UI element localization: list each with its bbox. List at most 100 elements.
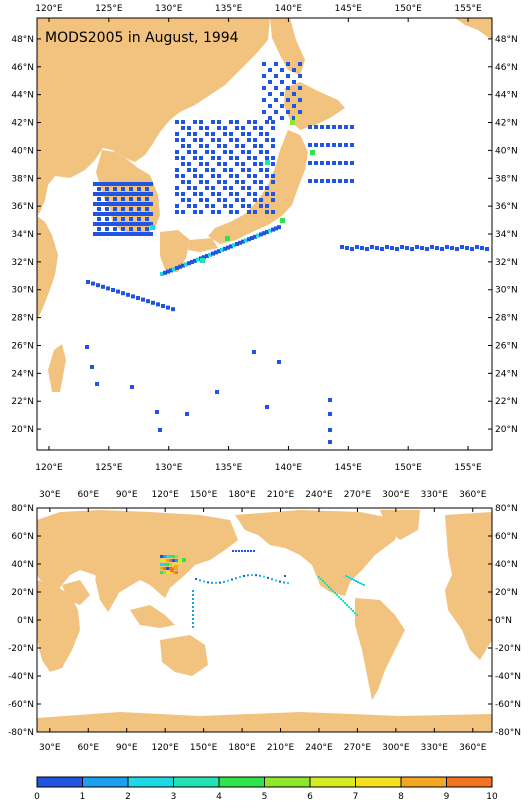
observation-cell	[353, 579, 355, 581]
observation-cell	[229, 138, 233, 142]
observation-cell	[241, 144, 245, 148]
observation-cell	[137, 207, 141, 211]
lat-label-left: -80°N	[8, 728, 34, 738]
observation-cell	[109, 232, 113, 236]
observation-cell	[247, 237, 251, 242]
observation-cell	[268, 228, 272, 233]
observation-cell	[214, 250, 218, 255]
observation-cell	[380, 247, 384, 251]
observation-cell	[262, 74, 266, 78]
lat-label-left: 46°N	[11, 63, 34, 73]
observation-cell	[169, 268, 173, 273]
observation-cell	[205, 204, 209, 208]
observation-cell	[271, 174, 275, 178]
lon-label-bottom: 210°E	[267, 743, 295, 753]
lat-label-right: 30°N	[495, 286, 518, 296]
observation-cell	[136, 296, 140, 300]
observation-cell	[121, 182, 125, 186]
observation-cell	[279, 580, 281, 583]
observation-cell	[375, 246, 379, 250]
observation-cell	[166, 563, 169, 566]
observation-cell	[223, 150, 227, 154]
australia	[160, 635, 208, 676]
observation-cell	[106, 286, 110, 291]
colorbar-label: 7	[353, 792, 359, 802]
observation-cell	[286, 98, 290, 102]
observation-cell	[455, 247, 459, 251]
observation-cell	[211, 581, 213, 584]
colorbar-segment	[355, 777, 401, 787]
colorbar-label: 1	[80, 792, 86, 802]
observation-cell	[247, 138, 251, 142]
observation-cell	[192, 626, 194, 628]
observation-cell	[182, 558, 186, 562]
observation-cell	[347, 576, 349, 578]
observation-cell	[332, 179, 336, 183]
observation-cell	[160, 563, 163, 566]
observation-cell	[229, 120, 233, 124]
observation-cell	[121, 217, 125, 221]
observation-cell	[169, 555, 172, 558]
lat-label-left: 20°N	[11, 425, 34, 435]
observation-cell	[259, 126, 263, 130]
observation-cell	[320, 161, 324, 165]
observation-cell	[211, 186, 215, 190]
observation-cell	[252, 350, 256, 354]
observation-cell	[280, 104, 284, 108]
observation-cell	[178, 560, 182, 564]
observation-cell	[199, 144, 203, 148]
observation-cell	[125, 192, 129, 196]
observation-cell	[265, 230, 269, 234]
observation-cell	[344, 161, 348, 165]
observation-cell	[350, 125, 354, 129]
observation-cell	[334, 592, 336, 594]
lat-label-left: 38°N	[11, 174, 34, 184]
observation-cell	[235, 156, 239, 160]
observation-cell	[262, 86, 266, 90]
observation-cell	[199, 162, 203, 166]
observation-cell	[97, 212, 101, 216]
kamchatka	[455, 18, 492, 40]
observation-cell	[133, 182, 137, 186]
observation-cell	[129, 222, 133, 226]
colorbar-label: 2	[125, 792, 131, 802]
observation-cell	[235, 198, 239, 202]
observation-cell	[298, 98, 302, 102]
observation-cell	[475, 245, 479, 249]
observation-cell	[113, 197, 117, 201]
observation-cell	[338, 125, 342, 129]
observation-cell	[145, 197, 149, 201]
observation-cell	[129, 227, 133, 231]
observation-cell	[420, 246, 424, 250]
observation-cell	[91, 281, 95, 286]
observation-cell	[175, 120, 179, 124]
observation-cell	[244, 238, 248, 243]
observation-cell	[211, 174, 215, 178]
lat-label-right: 34°N	[495, 230, 518, 240]
observation-cell	[175, 559, 178, 562]
colorbar-segment	[82, 777, 128, 787]
observation-cell	[235, 138, 239, 142]
lat-label-left: 24°N	[11, 369, 34, 379]
eurasia	[37, 510, 238, 602]
observation-cell	[320, 125, 324, 129]
observation-cell	[232, 243, 236, 248]
se-asia-islands	[130, 605, 175, 628]
observation-cell	[344, 602, 346, 604]
observation-cell	[160, 559, 163, 562]
observation-cell	[217, 144, 221, 148]
observation-cell	[193, 210, 197, 214]
observation-cell	[440, 247, 444, 251]
observation-cell	[298, 62, 302, 66]
observation-cell	[175, 210, 179, 214]
observation-cell	[113, 192, 117, 196]
observation-cell	[332, 161, 336, 165]
observation-cell	[332, 590, 334, 592]
observation-cell	[211, 168, 215, 172]
observation-cell	[187, 198, 191, 202]
observation-cell	[166, 305, 170, 310]
observation-cell	[205, 126, 209, 130]
observation-cell	[211, 138, 215, 142]
observation-cell	[113, 217, 117, 221]
lat-label-left: -20°N	[8, 644, 34, 654]
